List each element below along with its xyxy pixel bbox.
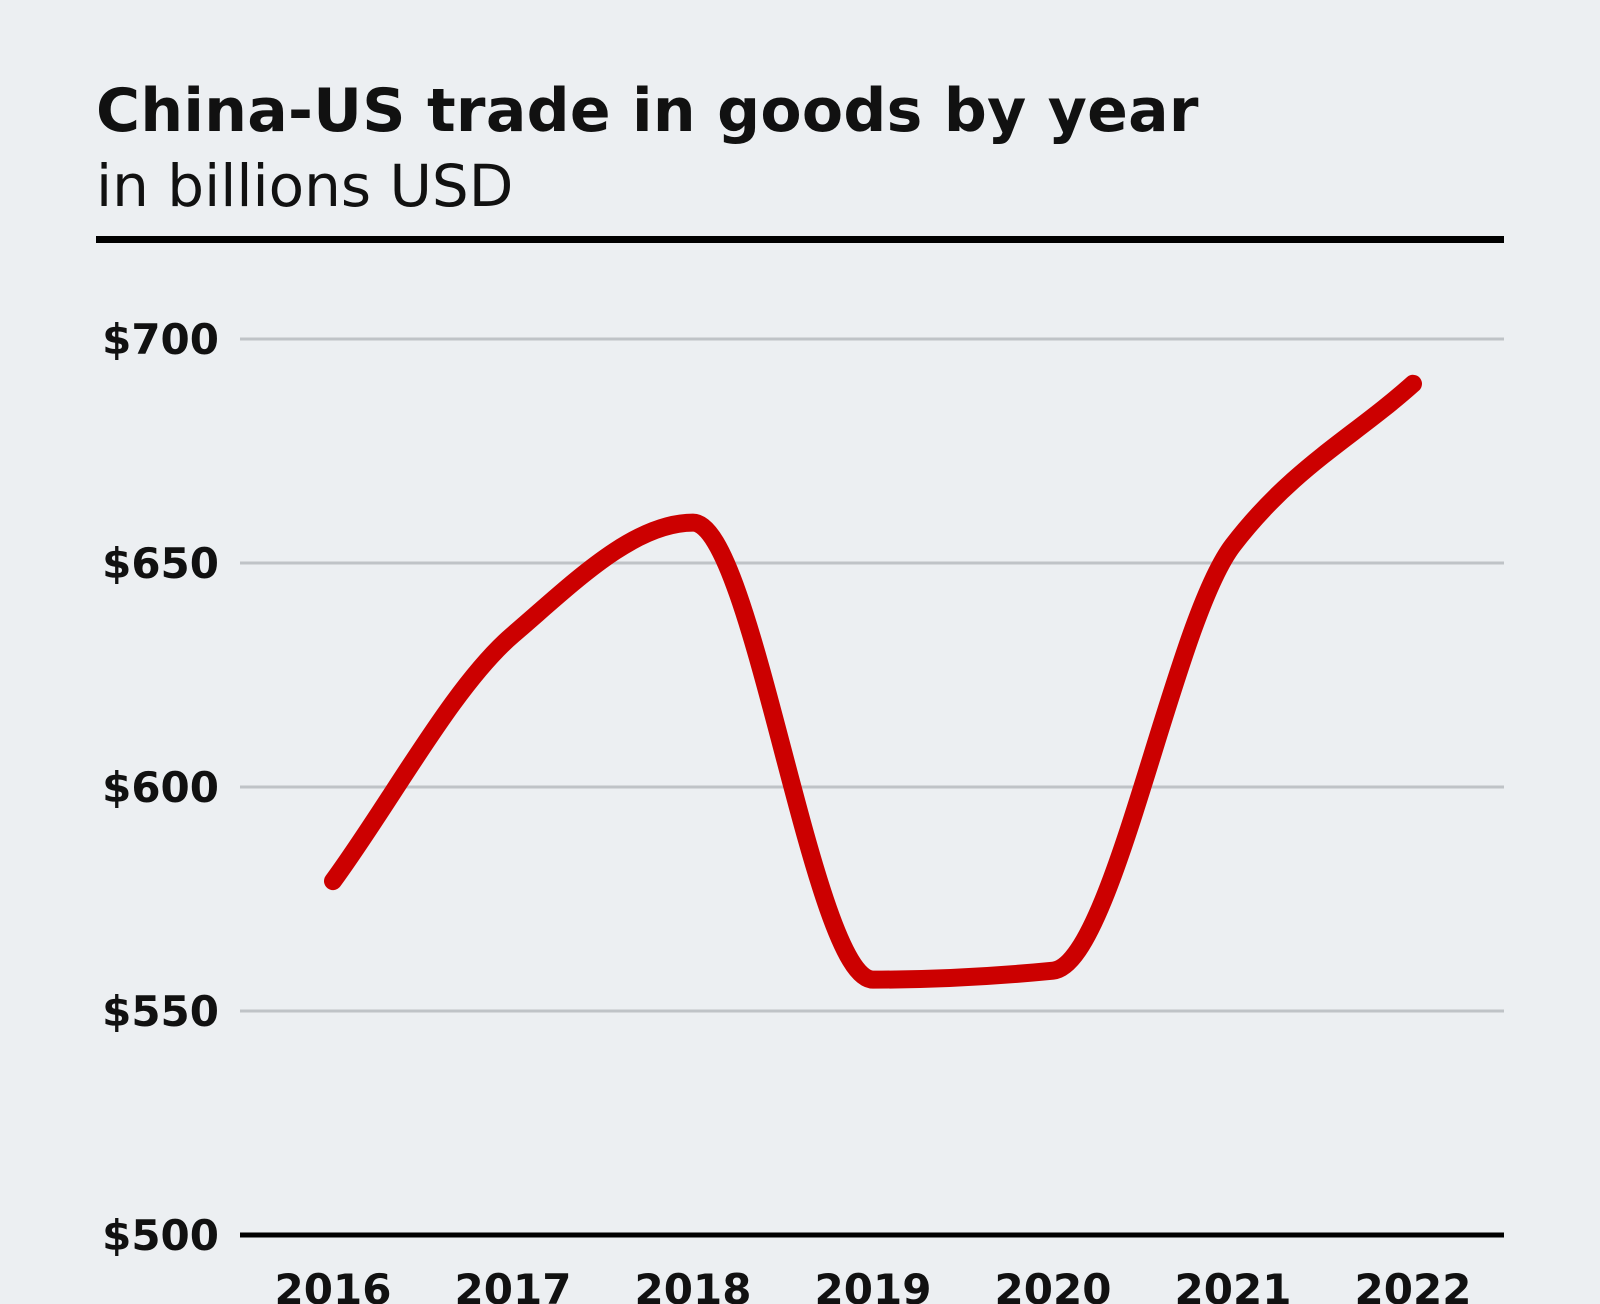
series-line-0 [324,374,1422,989]
y-tick-label-650: $650 [102,539,219,588]
x-tick-label-2016: 2016 [275,1265,392,1304]
x-tick-label-2021: 2021 [1175,1265,1292,1304]
x-tick-label-2022: 2022 [1355,1265,1472,1304]
y-tick-label-700: $700 [102,315,219,364]
data-point-2021 [1224,536,1242,554]
series-layer [324,374,1422,989]
x-tick-label-2017: 2017 [455,1265,572,1304]
data-point-2020 [1044,962,1062,980]
x-tick-label-2019: 2019 [815,1265,932,1304]
chart-title: China-US trade in goods by year [96,76,1199,146]
y-tick-label-550: $550 [102,987,219,1036]
x-tick-label-2020: 2020 [995,1265,1112,1304]
data-point-2016 [324,872,342,890]
x-tick-label-2018: 2018 [635,1265,752,1304]
y-axis-tick-labels: $500 $550 $600 $650 $700 [102,315,219,1260]
data-point-2019 [864,971,882,989]
y-tick-label-600: $600 [102,763,219,812]
data-point-2022 [1404,375,1422,393]
header-rule [96,236,1504,243]
data-point-2018 [684,514,702,532]
chart-subtitle: in billions USD [96,152,514,220]
gridlines [240,337,1504,1013]
data-point-2017 [504,626,522,644]
y-tick-label-500: $500 [102,1211,219,1260]
x-axis-tick-labels: 2016 2017 2018 2019 2020 2021 2022 [275,1265,1472,1304]
